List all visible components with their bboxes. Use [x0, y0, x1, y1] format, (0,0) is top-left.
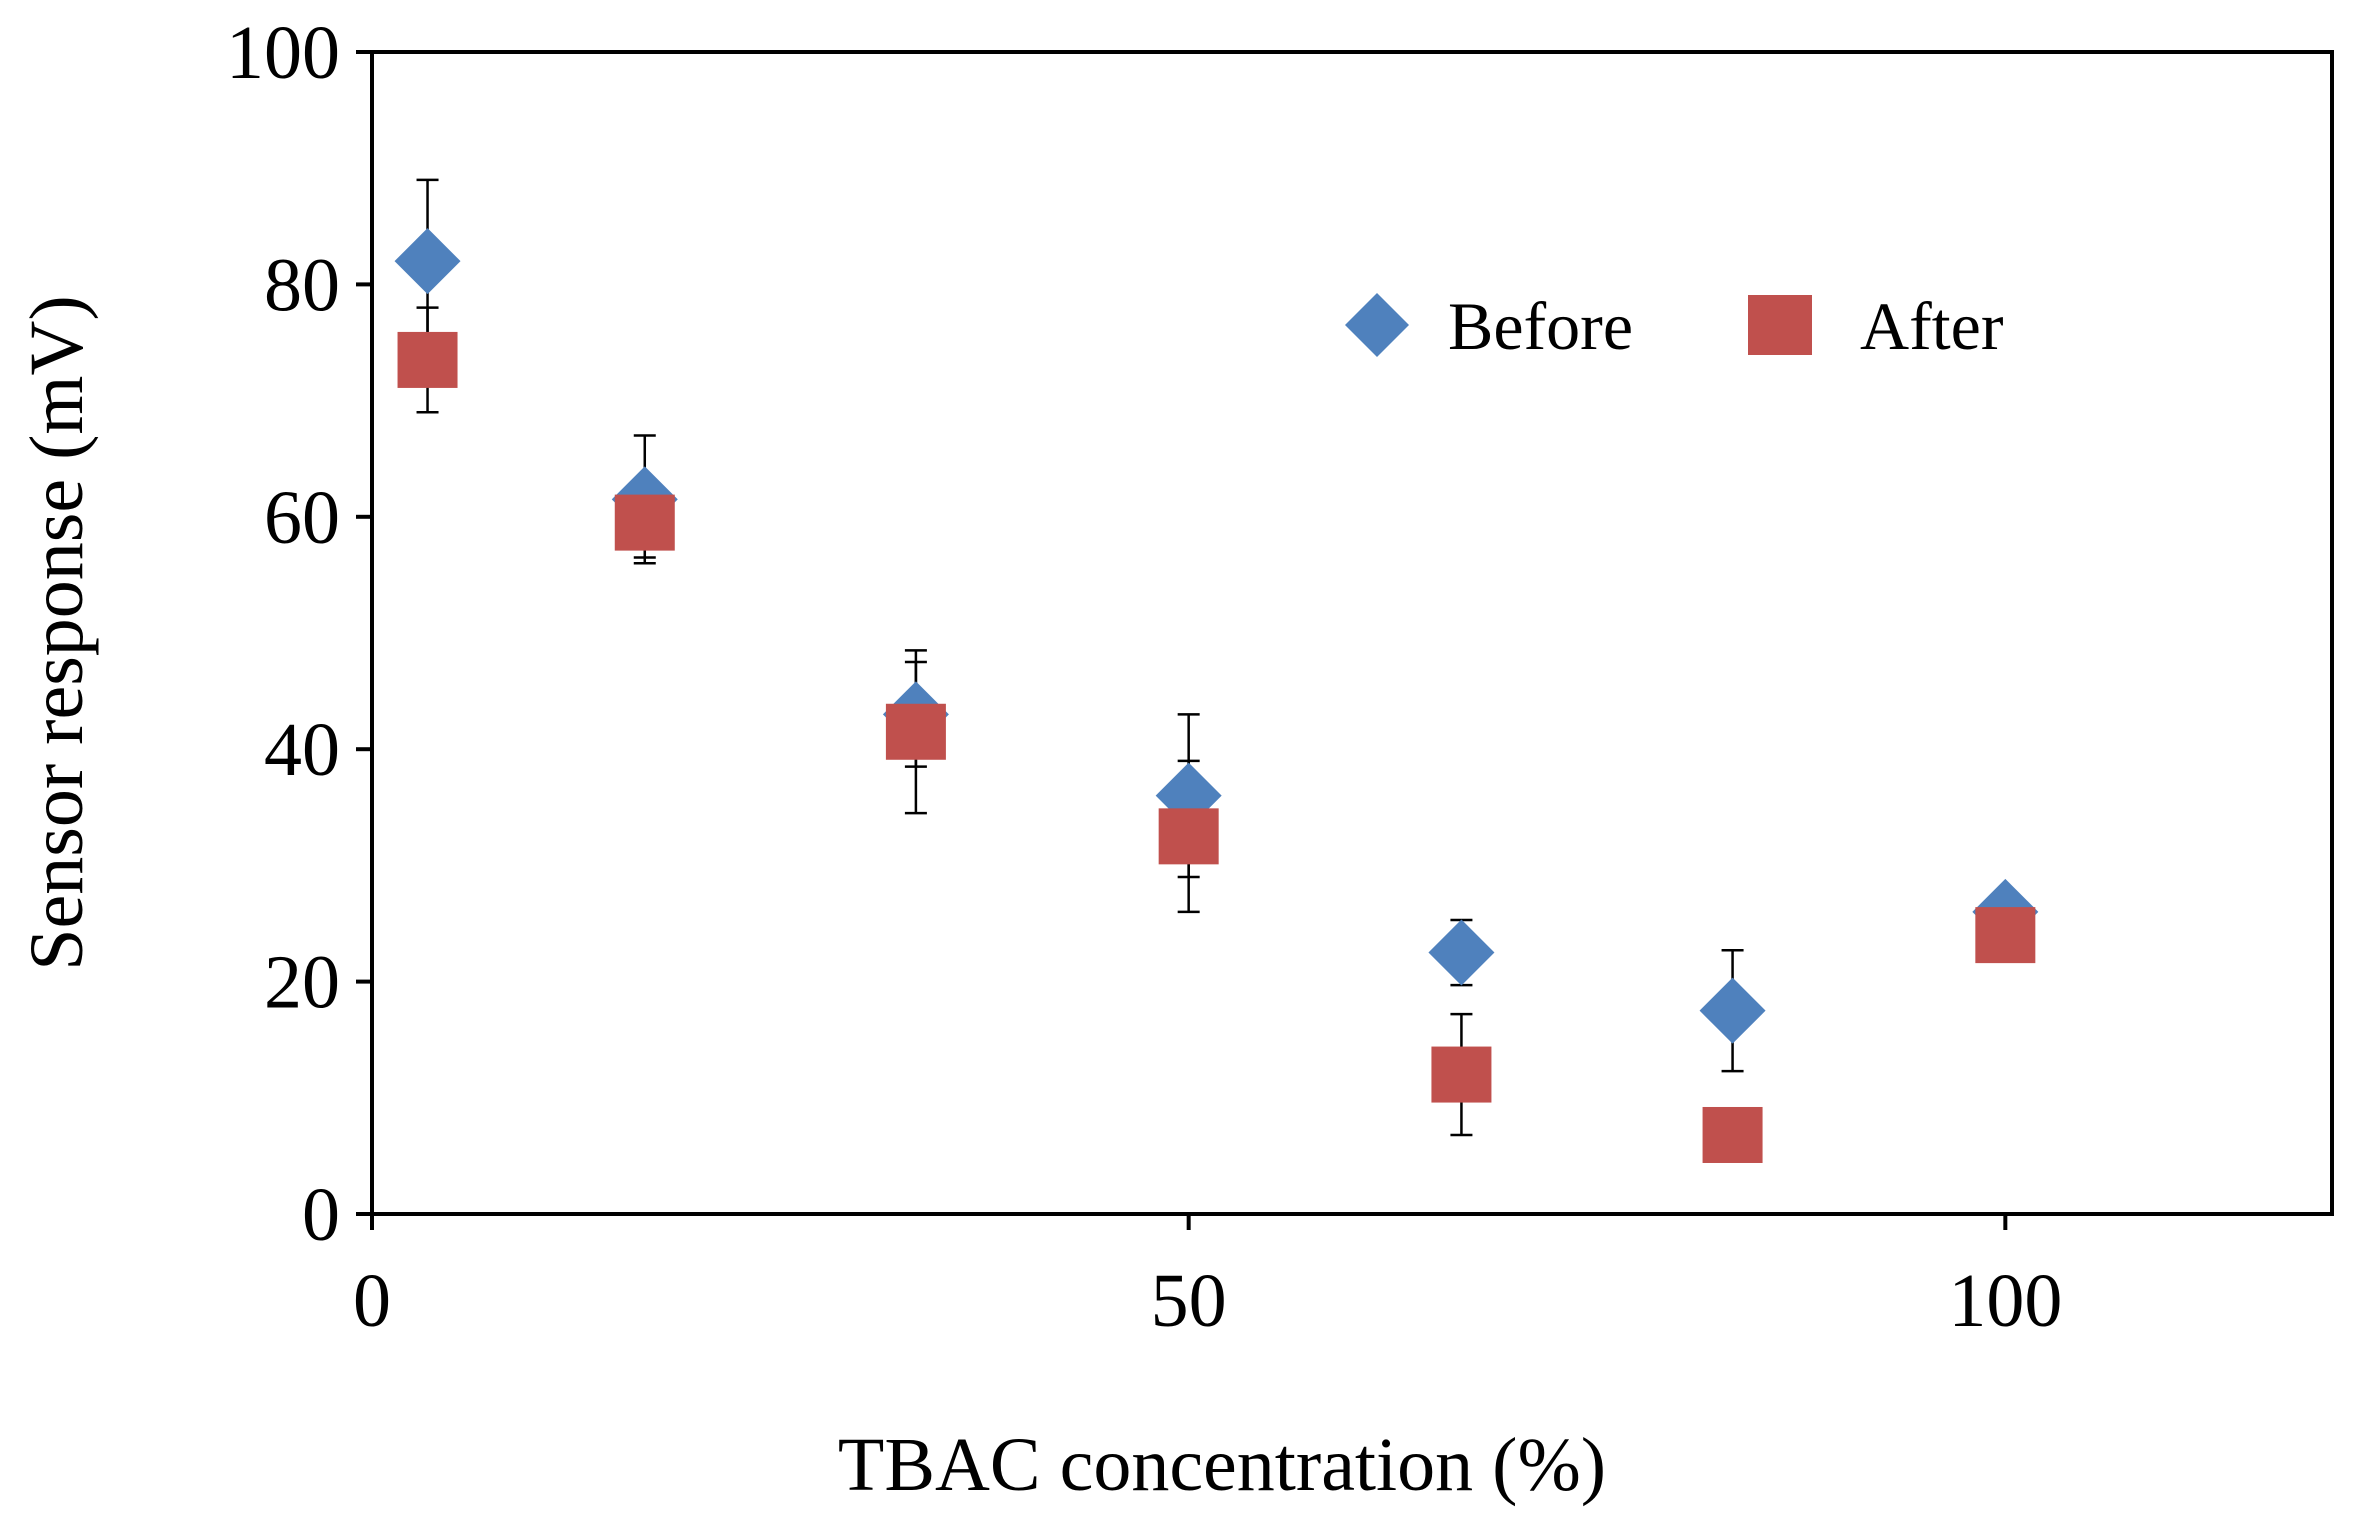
after-point-2 — [885, 703, 946, 760]
y-tick-label-40: 40 — [264, 708, 340, 792]
after-point-5 — [1702, 1106, 1763, 1163]
y-tick-label-0: 0 — [302, 1173, 340, 1257]
plot-area — [370, 50, 2334, 1216]
legend: Before After — [1345, 288, 2004, 364]
x-axis-ticks: 0 50 100 — [353, 1214, 2062, 1343]
legend-after-label: After — [1860, 288, 2004, 364]
y-axis-title: Sensor response (mV) — [15, 295, 99, 970]
y-axis-ticks: 0 20 40 60 80 100 — [226, 11, 372, 1257]
after-point-1 — [614, 494, 675, 551]
y-tick-label-80: 80 — [264, 243, 340, 327]
y-tick-label-100: 100 — [226, 11, 340, 95]
x-tick-label-0: 0 — [353, 1259, 391, 1343]
legend-after-marker — [1748, 295, 1812, 355]
after-point-0 — [397, 331, 458, 388]
after-point-4 — [1431, 1046, 1492, 1103]
y-tick-label-20: 20 — [264, 941, 340, 1025]
x-tick-label-50: 50 — [1151, 1259, 1227, 1343]
after-point-6 — [1975, 907, 2036, 964]
legend-before-label: Before — [1448, 288, 1633, 364]
x-axis-title: TBAC concentration (%) — [838, 1423, 1606, 1507]
after-point-3 — [1158, 808, 1219, 865]
before-point-4 — [1428, 919, 1495, 986]
y-tick-label-60: 60 — [264, 476, 340, 560]
x-tick-label-100: 100 — [1948, 1259, 2062, 1343]
before-point-0 — [394, 228, 461, 295]
before-point-5 — [1699, 977, 1766, 1044]
legend-before-marker — [1345, 293, 1409, 357]
data-markers — [394, 228, 2039, 1163]
